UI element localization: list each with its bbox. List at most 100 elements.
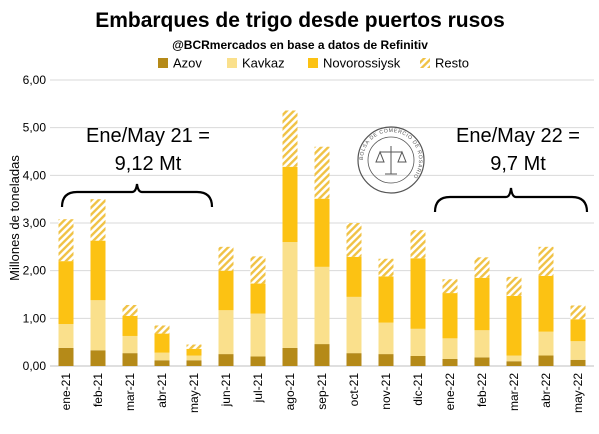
bar-segment-kavkaz-mar-21 [122,335,138,354]
bar-segment-azov-ene-22 [442,358,458,366]
bar-stack-feb-22 [474,257,490,366]
bar-segment-azov-may-22 [570,359,586,366]
x-tick-label: jun-21 [219,373,233,408]
bar-stack-mar-21 [122,304,138,366]
bar-segment-novorossiysk-ene-21 [58,261,74,325]
bar-segment-kavkaz-ene-22 [442,338,458,359]
bar-segment-azov-nov-21 [378,354,394,366]
bar-segment-azov-dic-21 [410,355,426,366]
bar-segment-resto-ene-22 [442,279,458,294]
bar-stack-abr-21 [154,325,170,366]
x-tick-label: dic-21 [411,373,425,406]
bar-stack-oct-21 [346,223,362,366]
legend-label-kavkaz: Kavkaz [242,56,285,71]
y-axis-label: Millones de toneladas [7,155,22,281]
x-tick-label: ene-21 [59,373,73,411]
bar-stack-jul-21 [250,256,266,366]
bar-segment-resto-oct-21 [346,223,362,257]
bar-segment-resto-may-22 [570,305,586,320]
bar-segment-resto-nov-21 [378,258,394,277]
bar-segment-novorossiysk-feb-22 [474,277,490,331]
bar-stack-sep-21 [314,146,330,366]
bar-segment-novorossiysk-may-22 [570,319,586,342]
bar-segment-kavkaz-may-21 [186,355,202,361]
bar-segment-resto-dic-21 [410,230,426,259]
bcr-seal-logo: BOLSA DE COMERCIO DE ROSARIO [357,126,425,194]
bar-segment-novorossiysk-may-21 [186,348,202,356]
bar-segment-kavkaz-abr-21 [154,352,170,361]
bar-segment-novorossiysk-ago-21 [282,166,298,243]
annotation-21-line2: 9,12 Mt [115,153,182,175]
bar-segment-azov-mar-22 [506,361,522,366]
bar-segment-resto-feb-21 [90,199,106,241]
bar-segment-resto-may-21 [186,344,202,349]
bar-segment-novorossiysk-nov-21 [378,276,394,323]
annotation-22-line1: Ene/May 22 = [456,125,580,147]
annotation-22-line2: 9,7 Mt [490,153,546,175]
bar-segment-azov-sep-21 [314,344,330,366]
bar-segment-azov-oct-21 [346,353,362,366]
bar-segment-novorossiysk-feb-21 [90,240,106,301]
bar-segment-novorossiysk-abr-21 [154,333,170,353]
bar-segment-resto-sep-21 [314,146,330,199]
bar-stack-may-22 [570,305,586,366]
bar-segment-kavkaz-dic-21 [410,328,426,356]
y-tick-label: 5,00 [23,121,47,135]
bar-segment-kavkaz-sep-21 [314,266,330,345]
chart-title: Embarques de trigo desde puertos rusos [95,9,505,32]
x-tick-label: ago-21 [283,373,297,411]
bar-segment-kavkaz-feb-22 [474,330,490,358]
x-tick-label: mar-22 [507,373,521,411]
bar-segment-kavkaz-feb-21 [90,300,106,351]
bars [58,110,586,366]
y-tick-label: 0,00 [23,359,47,373]
y-tick-label: 3,00 [23,216,47,230]
bar-segment-novorossiysk-jul-21 [250,283,266,314]
bar-segment-kavkaz-jun-21 [218,310,234,355]
x-tick-label: abr-22 [539,373,553,408]
bar-segment-resto-mar-21 [122,304,138,316]
legend-label-azov: Azov [173,56,202,71]
x-tick-label: ene-22 [443,373,457,411]
chart-subtitle: @BCRmercados en base a datos de Refiniti… [172,38,428,52]
bar-segment-resto-feb-22 [474,257,490,278]
bar-segment-azov-feb-21 [90,350,106,366]
legend: Azov Kavkaz Novorossiysk Resto [158,56,469,71]
bar-stack-ene-22 [442,279,458,366]
bar-segment-kavkaz-jul-21 [250,313,266,357]
bar-stack-nov-21 [378,258,394,366]
bar-segment-novorossiysk-ene-22 [442,293,458,339]
bar-segment-resto-abr-22 [538,246,554,276]
bar-segment-kavkaz-oct-21 [346,296,362,354]
bar-stack-jun-21 [218,246,234,366]
x-tick-label: oct-21 [347,373,361,407]
bar-segment-kavkaz-ago-21 [282,242,298,348]
y-tick-label: 2,00 [23,264,47,278]
bar-segment-resto-jun-21 [218,246,234,271]
y-tick-label: 6,00 [23,73,47,87]
bar-segment-novorossiysk-mar-21 [122,315,138,336]
bar-segment-novorossiysk-jun-21 [218,270,234,311]
y-axis-ticks: 0,00 1,00 2,00 3,00 4,00 5,00 6,00 [23,73,47,373]
bar-stack-feb-21 [90,199,106,366]
bar-segment-kavkaz-abr-22 [538,331,554,356]
bar-segment-novorossiysk-abr-22 [538,275,554,332]
x-tick-label: sep-21 [315,373,329,410]
bar-segment-kavkaz-ene-21 [58,324,74,348]
bar-segment-azov-feb-22 [474,357,490,366]
x-tick-label: jul-21 [251,373,265,404]
y-tick-label: 1,00 [23,311,47,325]
x-tick-label: nov-21 [379,373,393,410]
bar-stack-mar-22 [506,276,522,366]
bar-segment-azov-mar-21 [122,353,138,366]
bar-segment-azov-jul-21 [250,356,266,366]
bar-segment-resto-ago-21 [282,110,298,167]
annotation-ene-may-22: Ene/May 22 = 9,7 Mt [433,125,589,213]
bar-segment-novorossiysk-mar-22 [506,295,522,356]
x-tick-label: feb-22 [475,373,489,407]
legend-swatch-novorossiysk [308,58,318,68]
annotation-ene-may-21: Ene/May 21 = 9,12 Mt [60,125,214,208]
bar-segment-novorossiysk-oct-21 [346,256,362,297]
legend-swatch-kavkaz [227,58,237,68]
